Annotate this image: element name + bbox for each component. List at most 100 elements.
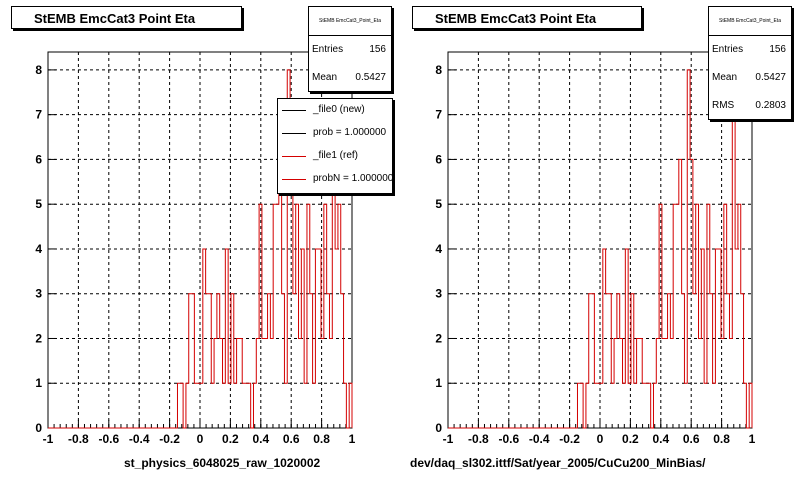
- histogram-bin: [349, 383, 352, 428]
- histogram-bin: [177, 383, 180, 428]
- histogram-bin: [273, 204, 276, 428]
- left-stats-box: StEMB EmcCat3_Point_Eta Entries 156 Mean…: [308, 6, 392, 92]
- y-tick-label: 0: [435, 421, 442, 435]
- x-tick-label: -0.2: [159, 432, 180, 446]
- legend-label: probN = 1.000000: [313, 173, 393, 184]
- x-tick-label: -0.6: [98, 432, 119, 446]
- histogram-bin: [710, 294, 713, 428]
- y-tick-label: 5: [435, 197, 442, 211]
- histogram-bin: [589, 294, 592, 428]
- histogram-bin: [682, 294, 685, 428]
- x-tick-label: 1: [749, 432, 756, 446]
- y-tick-label: 8: [35, 63, 42, 77]
- histogram-bin: [611, 383, 614, 428]
- histogram-bin: [701, 249, 704, 428]
- x-tick-label: 0.8: [713, 432, 730, 446]
- histogram-bin: [313, 383, 316, 428]
- histogram-bin: [239, 338, 242, 428]
- legend-entry-probn: probN = 1.000000: [278, 169, 393, 191]
- histogram-bin: [296, 204, 299, 428]
- histogram-bin: [341, 294, 344, 428]
- right-histogram-title: StEMB EmcCat3 Point Eta: [412, 6, 642, 29]
- histogram-bin: [679, 159, 682, 428]
- legend-label: _file0 (new): [313, 104, 365, 115]
- histogram-bin: [727, 294, 730, 428]
- histogram-bin: [265, 338, 268, 428]
- x-tick-label: 0.2: [622, 432, 639, 446]
- y-tick-label: 7: [35, 108, 42, 122]
- histogram-bin: [237, 338, 240, 428]
- histogram-bin: [668, 294, 671, 428]
- x-tick-label: -1: [443, 432, 454, 446]
- histogram-bin: [617, 294, 620, 428]
- histogram-bin: [580, 383, 583, 428]
- histogram-bin: [310, 294, 313, 428]
- histogram-bin: [603, 249, 606, 428]
- histogram-bin: [194, 383, 197, 428]
- histogram-bin: [211, 383, 214, 428]
- legend-line-red: [282, 179, 306, 180]
- right-stats-entries: Entries 156: [709, 36, 791, 64]
- histogram-bin: [248, 383, 251, 428]
- left-pad: -1 -0.8 -0.6 -0.4 -0.2 0 0.2 0.4 0.6 0.8 1 0 1 2 3 4 5 6 7…: [11, 6, 393, 470]
- histogram-bin: [304, 383, 307, 428]
- left-histogram-title: StEMB EmcCat3 Point Eta: [11, 6, 242, 29]
- right-stats-title: StEMB EmcCat3_Point_Eta: [709, 7, 791, 36]
- x-tick-label: -0.8: [68, 432, 89, 446]
- histogram-bin: [225, 249, 228, 428]
- histogram-bin: [208, 294, 211, 428]
- mean-label: Mean: [312, 72, 338, 83]
- y-tick-label: 7: [435, 108, 442, 122]
- legend-label: _file1 (ref): [313, 150, 359, 161]
- x-tick-label: 0: [197, 432, 204, 446]
- x-tick-label: -0.6: [498, 432, 519, 446]
- histogram-bin: [732, 115, 735, 428]
- histogram-bin: [597, 383, 600, 428]
- entries-label: Entries: [712, 44, 744, 55]
- x-tick-label: 0.4: [652, 432, 669, 446]
- x-tick-label: -0.4: [129, 432, 150, 446]
- histogram-bin: [715, 249, 718, 428]
- x-tick-label: 0: [597, 432, 604, 446]
- histogram-bin: [217, 294, 220, 428]
- histogram-bin: [284, 383, 287, 428]
- y-tick-label: 2: [435, 331, 442, 345]
- y-tick-label: 8: [435, 63, 442, 77]
- histogram-bin: [324, 204, 327, 428]
- histogram-bin: [735, 249, 738, 428]
- histogram-bin: [270, 338, 273, 428]
- histogram-series-line: [48, 69, 353, 429]
- y-tick-label: 6: [35, 152, 42, 166]
- histogram-bin: [268, 294, 271, 428]
- histogram-bin: [741, 294, 744, 428]
- histogram-bin: [299, 338, 302, 428]
- x-tick-label: 0.2: [222, 432, 239, 446]
- histogram-bin: [335, 249, 338, 428]
- histogram-bin: [586, 383, 589, 428]
- histogram-bin: [293, 294, 296, 428]
- histogram-bin: [744, 383, 747, 428]
- histogram-bin: [234, 383, 237, 428]
- histogram-bin: [721, 338, 724, 428]
- histogram-bin: [327, 294, 330, 428]
- histogram-bin: [329, 338, 332, 428]
- histogram-bin: [623, 383, 626, 428]
- histogram-bin: [608, 294, 611, 428]
- y-tick-label: 1: [35, 376, 42, 390]
- x-tick-label: 0.6: [683, 432, 700, 446]
- x-tick-label: 0.8: [313, 432, 330, 446]
- histogram-bin: [676, 204, 679, 428]
- histogram-bin: [738, 204, 741, 428]
- histogram-bin: [620, 338, 623, 428]
- entries-value: 156: [769, 44, 786, 55]
- histogram-bin: [634, 383, 637, 428]
- legend-entry-file0: _file0 (new): [278, 100, 392, 122]
- x-tick-label: -1: [43, 432, 54, 446]
- histogram-bin: [279, 159, 282, 428]
- left-stats-mean: Mean 0.5427: [309, 64, 391, 92]
- histogram-bin: [228, 383, 231, 428]
- right-pad: -1 -0.8 -0.6 -0.4 -0.2 0 0.2 0.4 0.6 0.8 1 0 1 2 3 4 5 6 7…: [400, 0, 800, 480]
- histogram-bin: [200, 383, 203, 428]
- histogram-bin: [256, 338, 259, 428]
- y-tick-label: 2: [35, 331, 42, 345]
